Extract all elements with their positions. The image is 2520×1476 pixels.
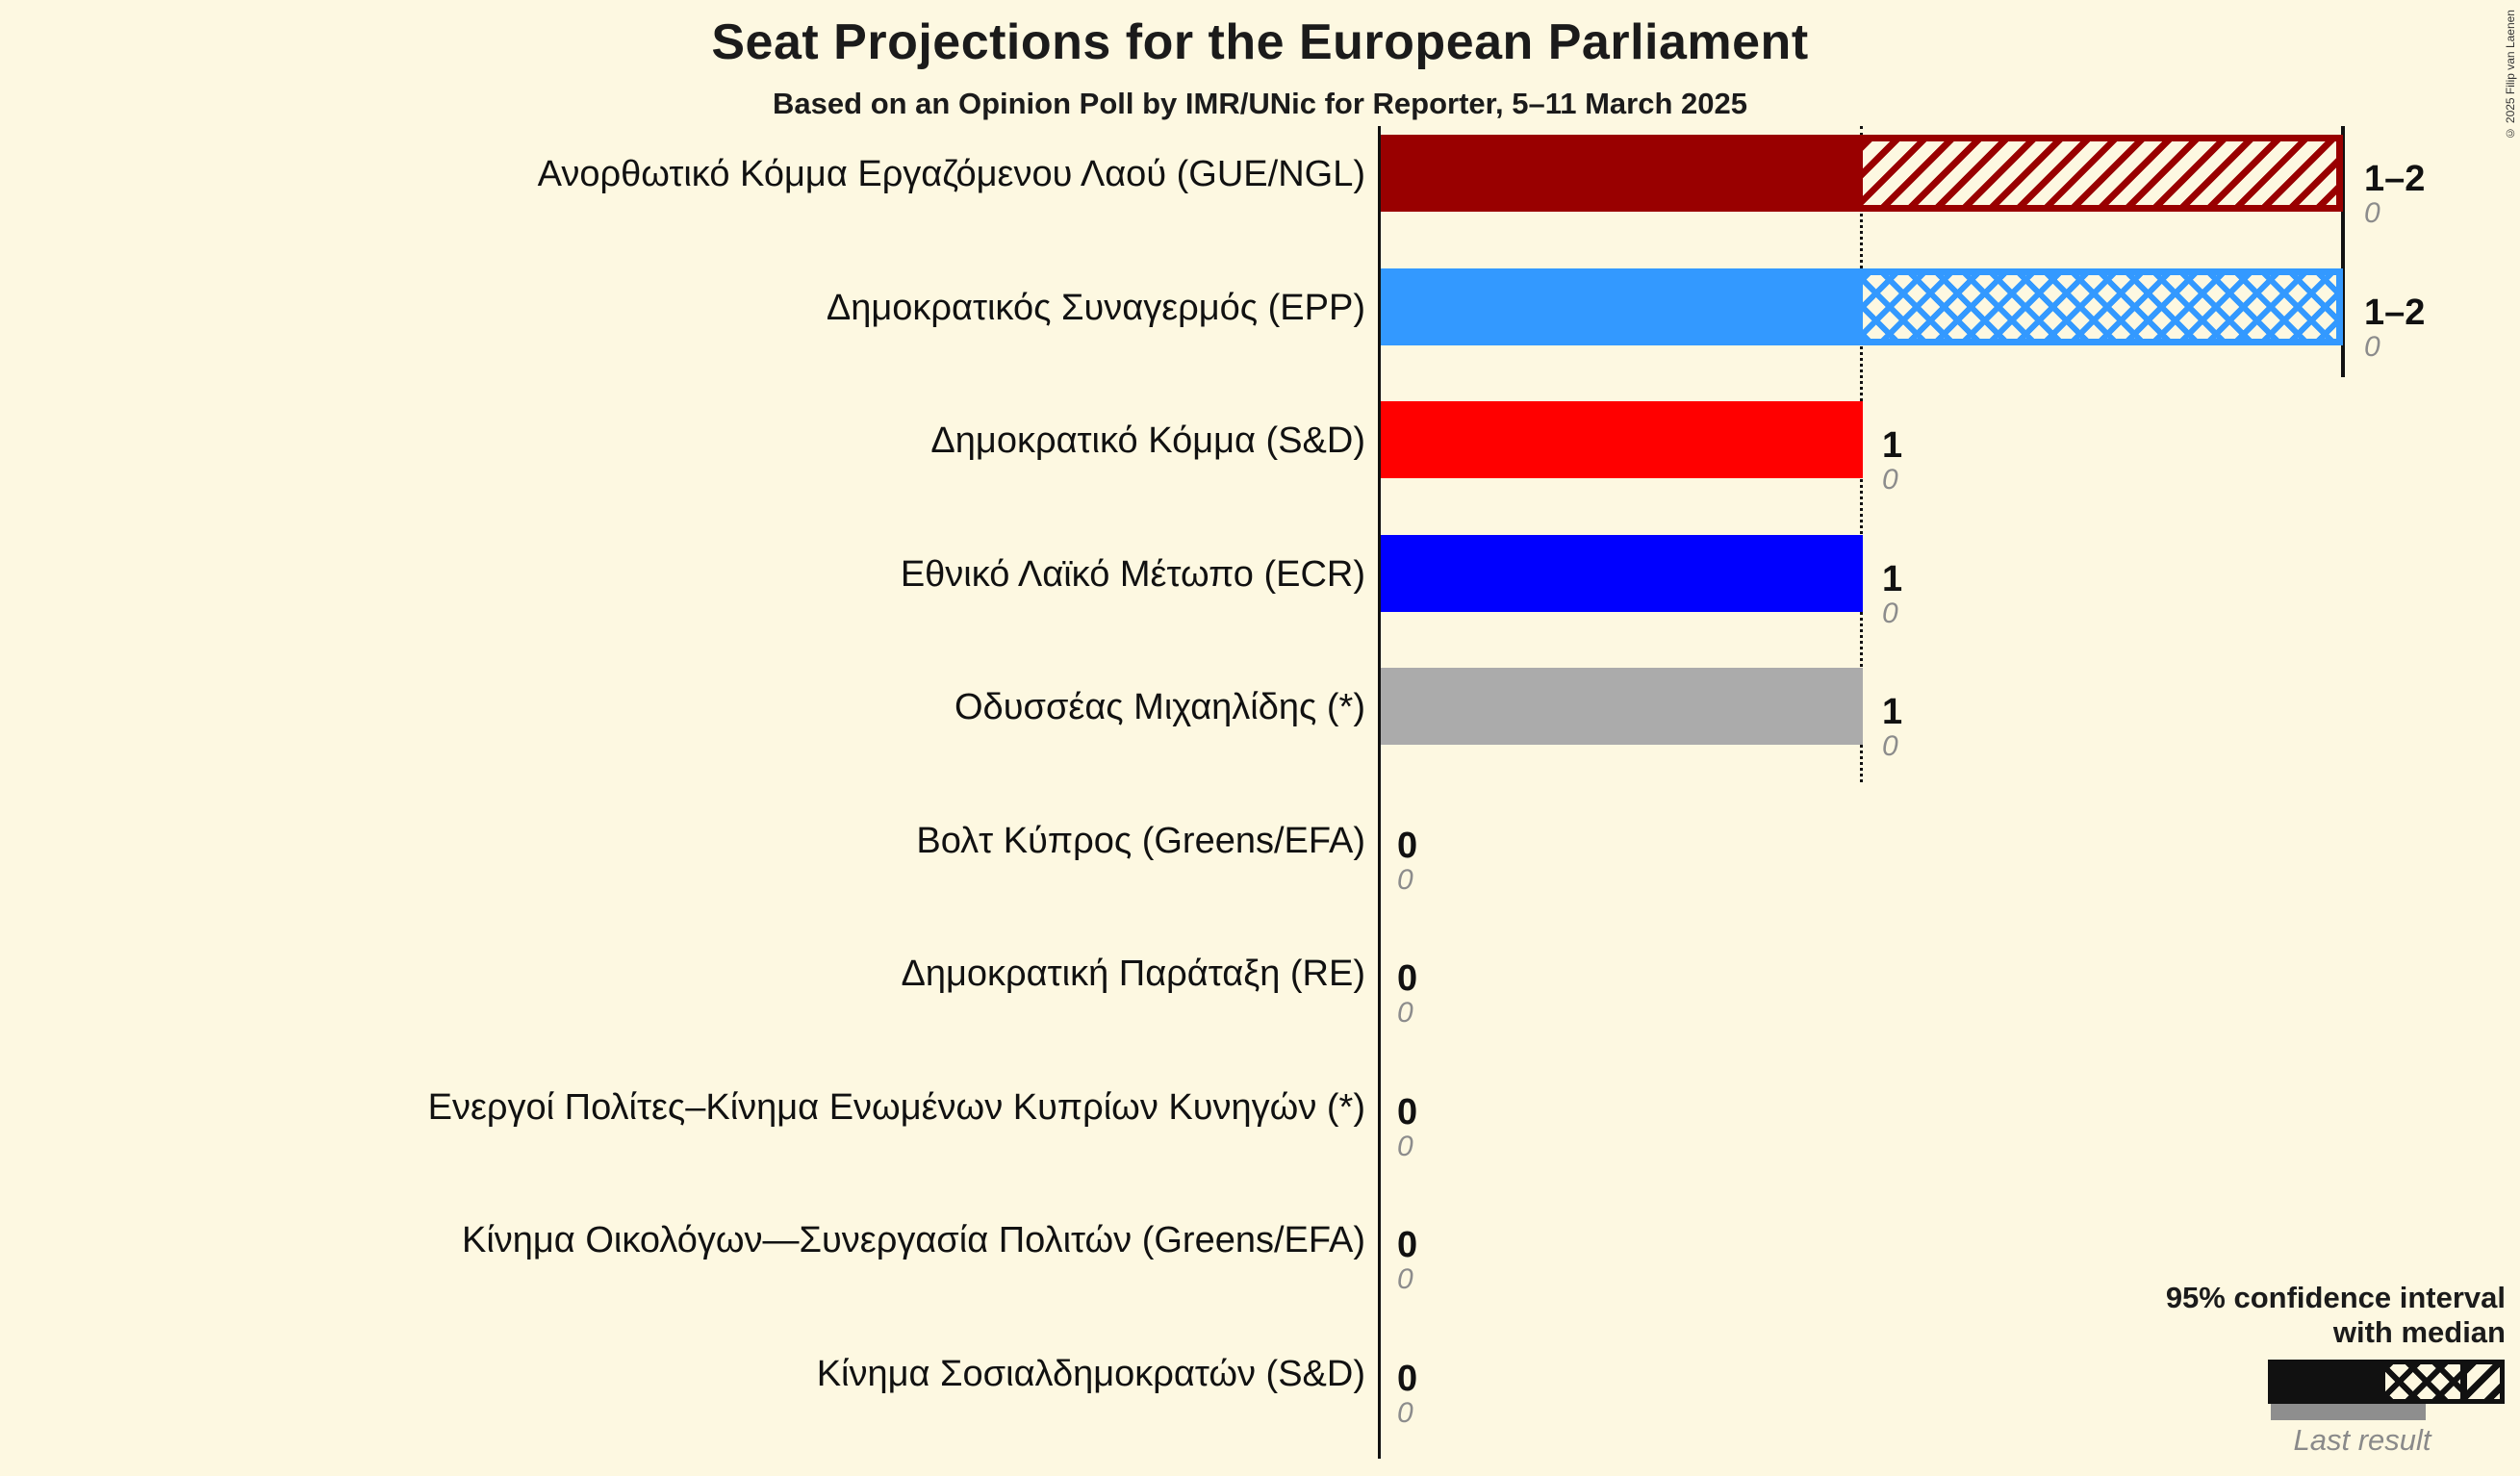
party-label: Εθνικό Λαϊκό Μέτωπο (ECR) [900,554,1365,595]
legend-last-result-label: Last result [2293,1423,2431,1457]
last-result-value: 0 [1397,1263,1413,1295]
legend-ci-sample-bar [2268,1360,2505,1404]
projection-value: 1–2 [2364,159,2426,199]
projection-value: 1–2 [2364,293,2426,333]
last-result-value: 0 [1397,1397,1413,1429]
legend-ci-label-line1: 95% confidence interval [2165,1281,2506,1314]
bar-solid-segment [1381,268,1863,345]
projection-value: 0 [1397,1225,1418,1265]
bar-solid-segment [1381,535,1863,612]
legend-crosshatch-segment [2385,1364,2460,1399]
chart-subtitle: Based on an Opinion Poll by IMR/UNic for… [773,87,1747,120]
y-axis-line [1378,126,1381,1459]
party-label: Δημοκρατικό Κόμμα (S&D) [930,420,1365,461]
median-line-seat-2 [2341,126,2345,377]
legend-diagonal-segment [2467,1364,2500,1399]
party-label: Οδυσσέας Μιχαηλίδης (*) [955,687,1365,727]
last-result-value: 0 [1882,730,1898,762]
projection-value: 1 [1882,425,1903,466]
legend-median-marker [2460,1364,2467,1399]
chart-title: Seat Projections for the European Parlia… [711,14,1809,70]
projection-value: 0 [1397,826,1418,866]
party-label: Βολτ Κύπρος (Greens/EFA) [916,821,1365,861]
bar-solid-segment [1381,135,1863,212]
bar-solid-segment [1381,401,1863,478]
last-result-value: 0 [1882,598,1898,629]
party-label: Ανορθωτικό Κόμμα Εργαζόμενου Λαού (GUE/N… [537,154,1365,194]
last-result-value: 0 [1397,997,1413,1029]
value-block: 1–2 0 [2364,160,2425,229]
last-result-value: 0 [1397,864,1413,896]
legend-ci-label-line2: with median [2332,1315,2506,1349]
bar-crosshatch-segment [1863,268,2343,345]
bar-solid-segment [1381,668,1863,745]
party-label: Κίνημα Οικολόγων—Συνεργασία Πολιτών (Gre… [461,1220,1365,1260]
projection-value: 1 [1882,692,1903,732]
party-label: Δημοκρατική Παράταξη (RE) [901,954,1365,994]
projection-value: 0 [1397,958,1418,999]
legend-solid-segment [2273,1364,2385,1399]
legend-last-result-bar [2271,1404,2426,1420]
party-label: Ενεργοί Πολίτες–Κίνημα Ενωμένων Κυπρίων … [427,1087,1365,1128]
party-label: Κίνημα Σοσιαλδημοκρατών (S&D) [816,1354,1365,1394]
bar-diagonalhatch-segment [1863,135,2343,212]
last-result-value: 0 [1882,464,1898,496]
last-result-value: 0 [2364,197,2380,229]
last-result-value: 0 [2364,331,2380,363]
party-label: Δημοκρατικός Συναγερμός (EPP) [826,288,1365,328]
projection-value: 0 [1397,1359,1418,1399]
projection-value: 0 [1397,1092,1418,1132]
projection-value: 1 [1882,559,1903,599]
last-result-value: 0 [1397,1131,1413,1162]
value-block: 1–2 0 [2364,293,2425,363]
